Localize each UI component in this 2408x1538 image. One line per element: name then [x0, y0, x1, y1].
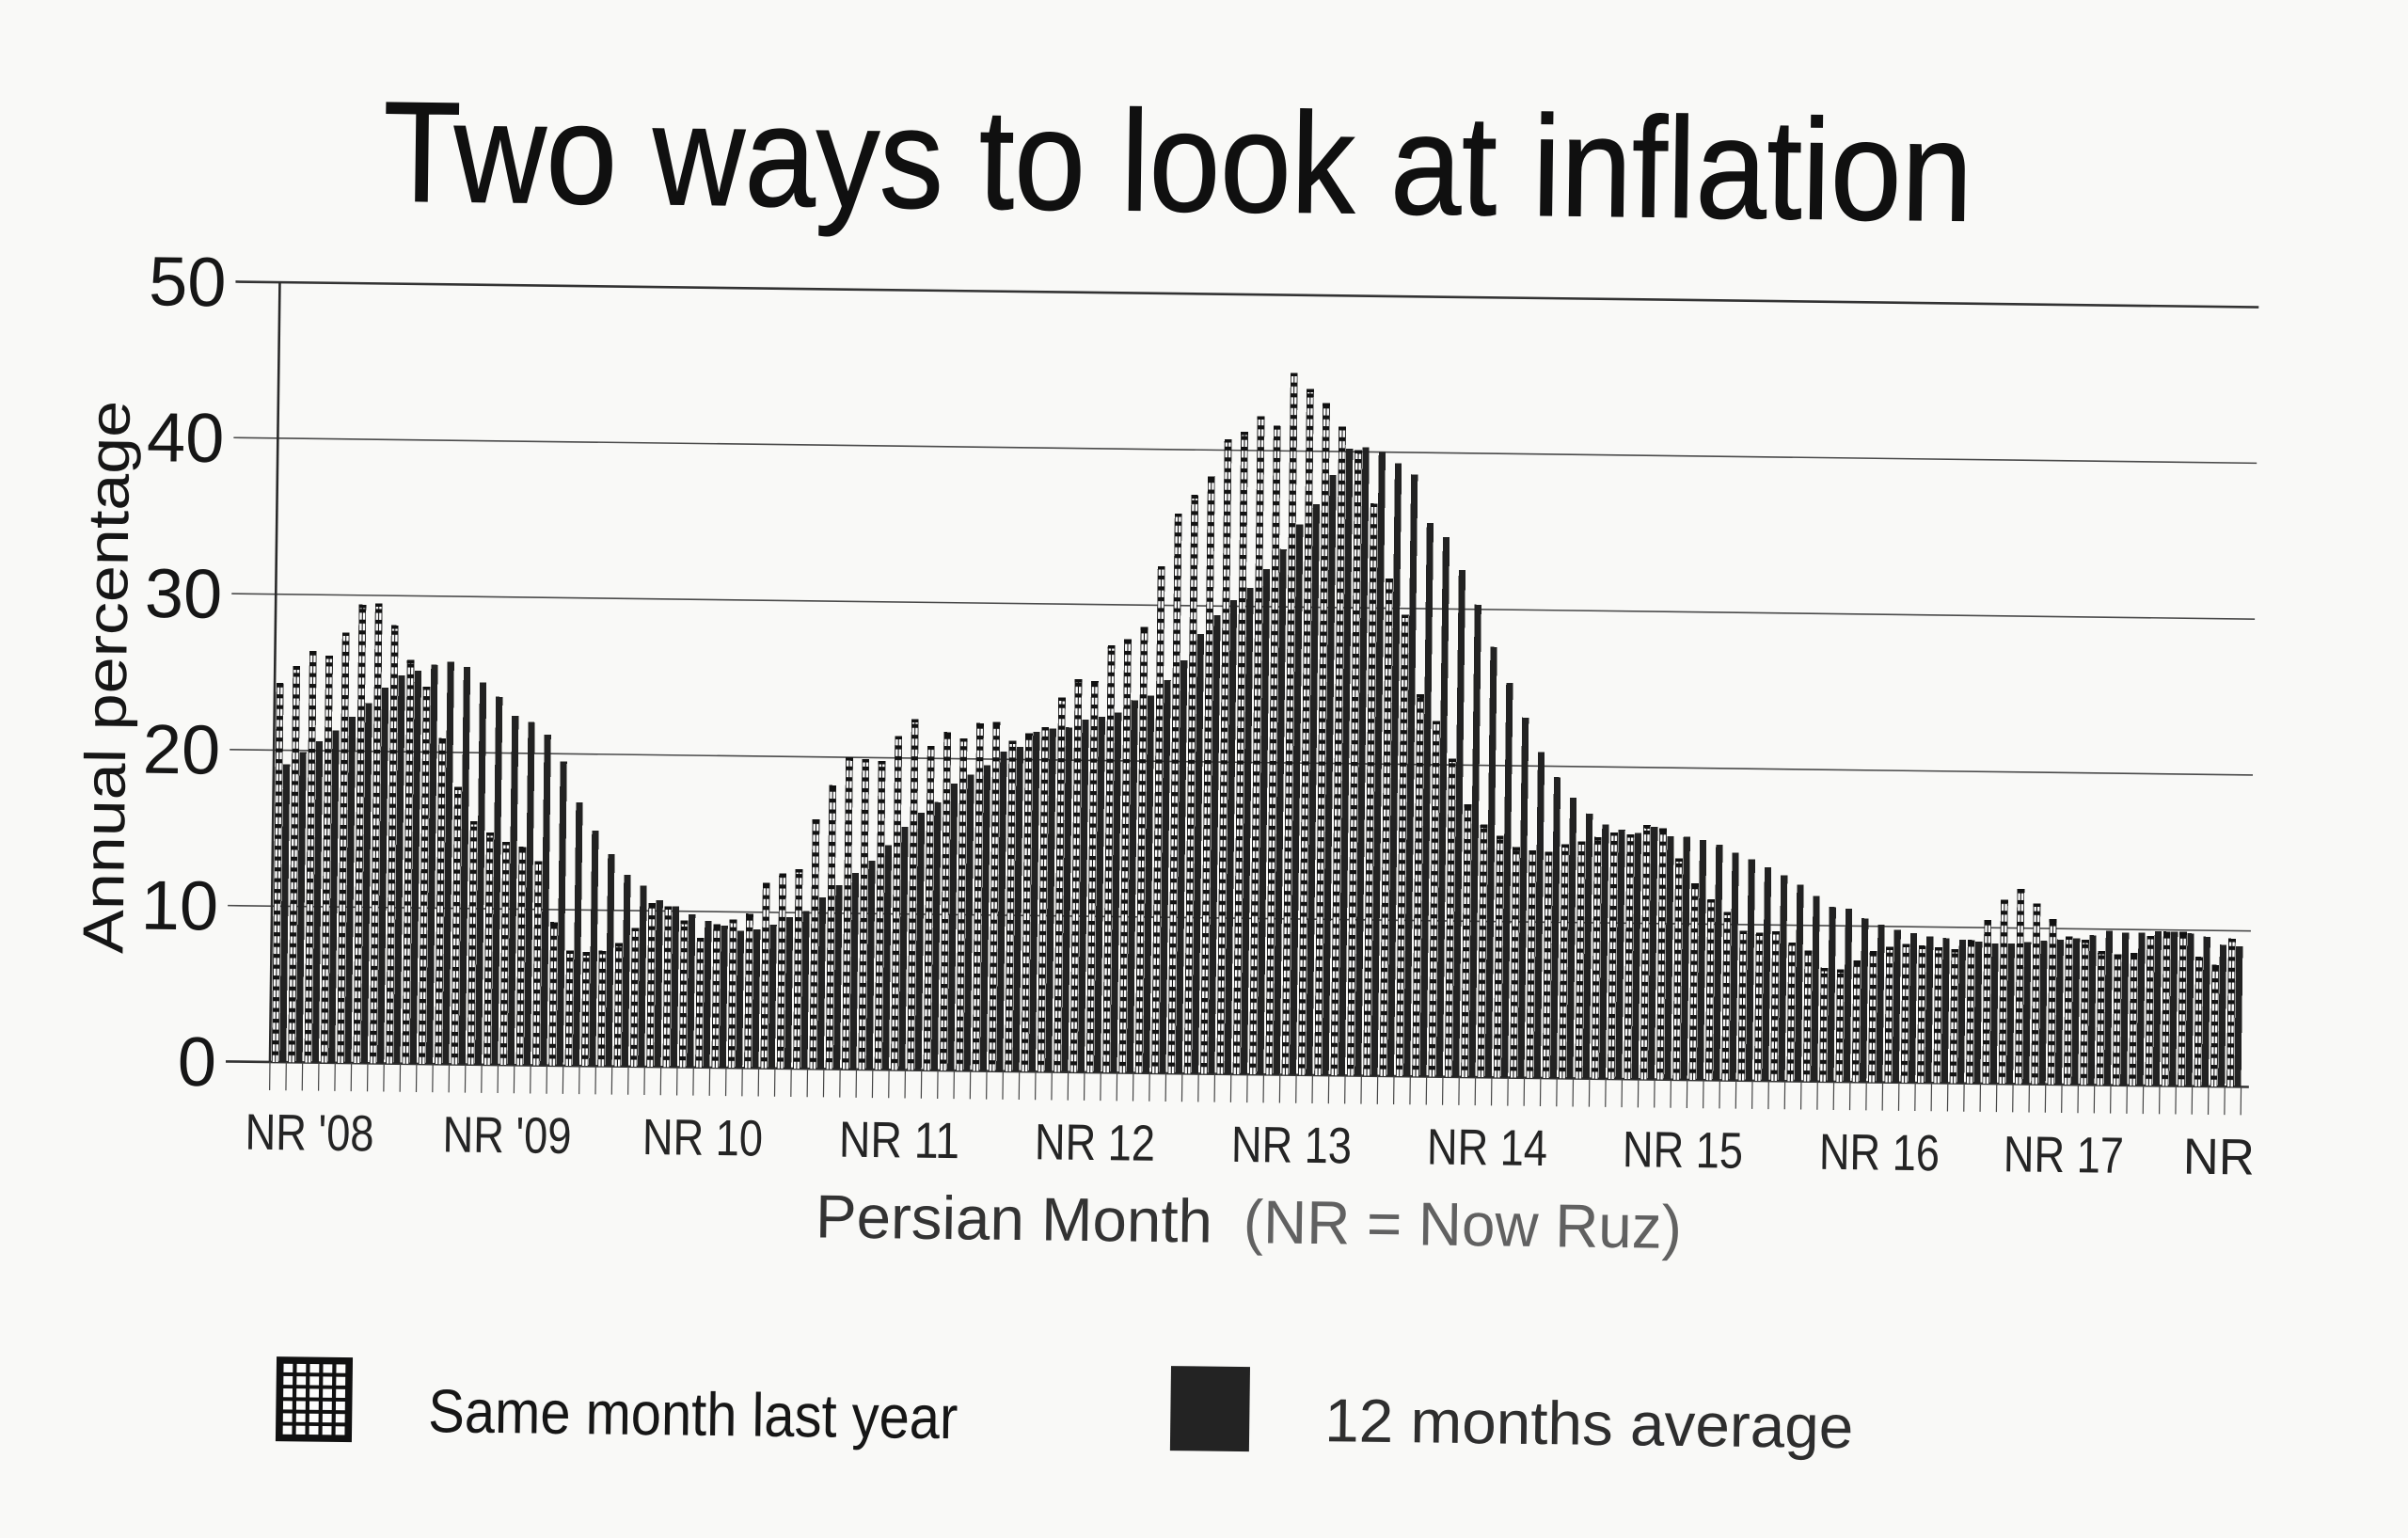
svg-text:40: 40 — [147, 398, 225, 477]
svg-text:(NR = Now Ruz): (NR = Now Ruz) — [1243, 1187, 1682, 1261]
svg-text:Two ways to look at inflation: Two ways to look at inflation — [382, 71, 1973, 251]
svg-text:NR 13: NR 13 — [1231, 1117, 1353, 1175]
svg-text:20: 20 — [142, 710, 220, 789]
svg-text:NR '08: NR '08 — [245, 1104, 374, 1163]
svg-text:NR 17: NR 17 — [2004, 1126, 2125, 1184]
svg-text:NR 11: NR 11 — [839, 1112, 960, 1170]
svg-text:50: 50 — [149, 242, 227, 321]
svg-text:0: 0 — [177, 1023, 216, 1102]
svg-text:10: 10 — [140, 865, 218, 944]
svg-text:NR '09: NR '09 — [442, 1106, 572, 1165]
svg-text:Annual percentage: Annual percentage — [71, 400, 141, 954]
svg-text:30: 30 — [144, 554, 222, 633]
svg-text:12 months average: 12 months average — [1324, 1386, 1854, 1461]
svg-text:Persian Month: Persian Month — [816, 1181, 1213, 1255]
svg-text:NR 12: NR 12 — [1035, 1114, 1156, 1172]
svg-text:Same month last year: Same month last year — [428, 1376, 958, 1451]
svg-text:NR 16: NR 16 — [1819, 1124, 1941, 1182]
svg-text:NR 10: NR 10 — [642, 1109, 764, 1167]
svg-text:NR: NR — [2183, 1129, 2256, 1186]
svg-text:NR 15: NR 15 — [1623, 1121, 1744, 1180]
svg-text:NR 14: NR 14 — [1427, 1119, 1548, 1178]
